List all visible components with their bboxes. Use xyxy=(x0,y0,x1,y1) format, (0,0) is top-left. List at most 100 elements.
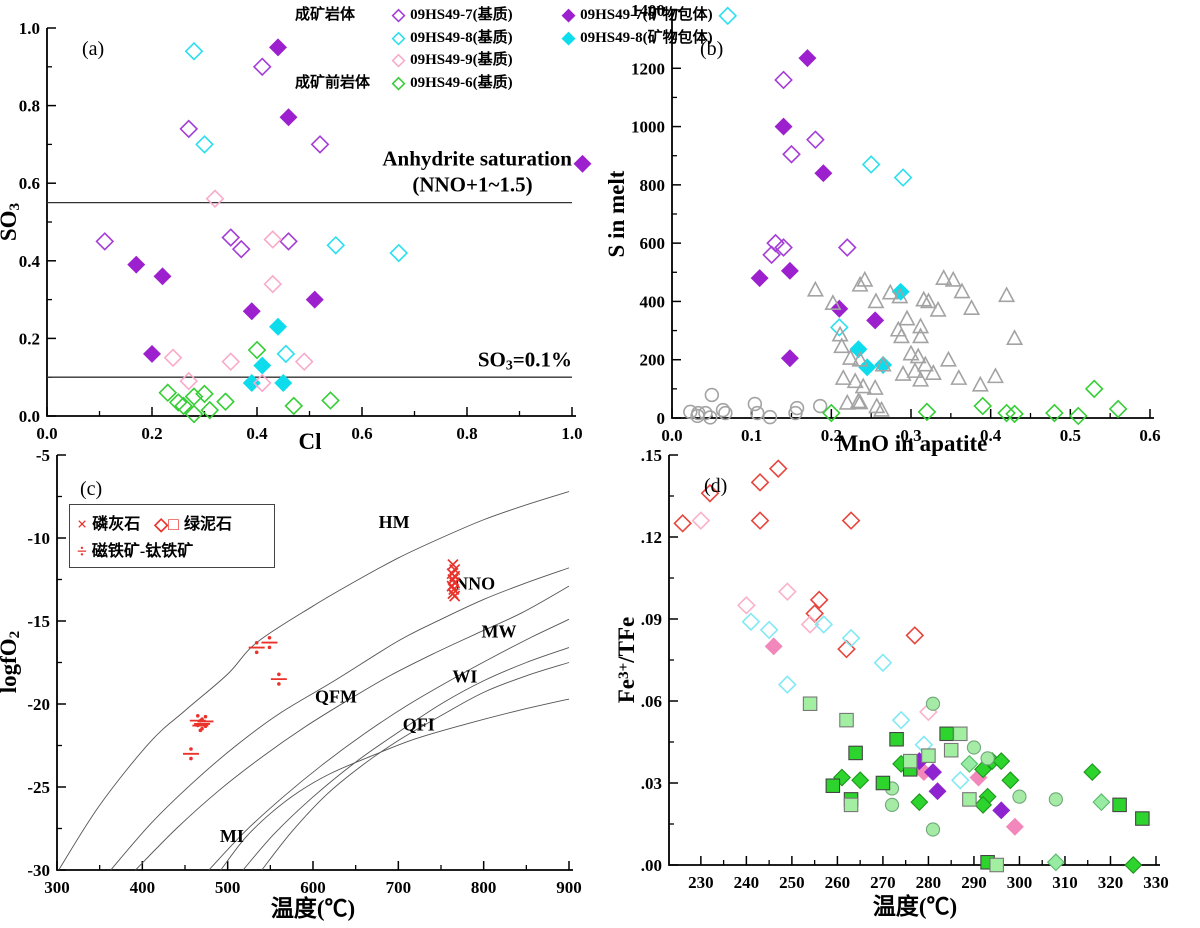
data-point xyxy=(279,108,298,127)
data-point xyxy=(902,753,918,769)
series-09HS49-7(基质) xyxy=(762,70,857,265)
data-point xyxy=(891,710,911,730)
y-tick-label: 200 xyxy=(640,351,666,370)
data-point xyxy=(163,348,183,368)
axis-or-annotation-text: S in melt xyxy=(604,170,629,257)
data-point xyxy=(305,290,324,309)
data-point xyxy=(774,117,793,136)
data-point xyxy=(874,355,893,374)
x-tick-label: 300 xyxy=(1007,873,1033,892)
x-tick-label: 0.4 xyxy=(246,424,268,443)
curve-label-HM: HM xyxy=(379,512,410,532)
data-point xyxy=(683,404,698,420)
buffer-curve-HM xyxy=(58,491,570,871)
x-tick-label: 330 xyxy=(1143,873,1169,892)
data-point xyxy=(715,402,731,418)
data-point xyxy=(824,294,842,311)
data-point xyxy=(858,358,877,377)
x-tick-label: 240 xyxy=(734,873,760,892)
x-tick-label: 320 xyxy=(1098,873,1124,892)
x-tick-label: 1.0 xyxy=(561,424,582,443)
data-point xyxy=(851,350,869,367)
axis-or-annotation-text: SO3 xyxy=(0,202,23,241)
x-tick-label: 0.3 xyxy=(900,426,921,445)
data-point xyxy=(915,290,933,307)
legend-item-label: 绿泥石 xyxy=(184,516,233,533)
buffer-curve-MI xyxy=(220,698,570,871)
data-point xyxy=(892,327,910,344)
y-tick-label: .00 xyxy=(641,856,662,875)
buffer-curve-QFM xyxy=(135,585,570,871)
data-point xyxy=(917,402,937,422)
legend-item: ◇ 09HS49-9(基质) xyxy=(392,48,562,71)
data-point xyxy=(910,793,929,812)
curve-label-WI: WI xyxy=(452,666,477,686)
data-point xyxy=(1045,403,1064,423)
legend-group-label: 成矿岩体 xyxy=(295,7,356,23)
y-tick-label: 1200 xyxy=(631,59,665,78)
diamond-square-icons: ◇□ xyxy=(154,514,179,534)
data-point xyxy=(966,740,982,755)
data-point xyxy=(248,640,265,655)
data-point xyxy=(902,344,920,361)
series-磁铁矿-钛铁矿 xyxy=(182,635,287,761)
data-point xyxy=(673,514,692,533)
data-point xyxy=(449,590,461,602)
data-point xyxy=(928,782,947,801)
data-point xyxy=(200,400,220,420)
legend-item: ◆ 09HS49-7(矿物包体) xyxy=(562,3,713,26)
series-09HS49-7(基质) xyxy=(95,57,330,259)
x-tick-label: 0.0 xyxy=(36,424,57,443)
curve-label-NNO: NNO xyxy=(455,573,495,593)
x-tick-label: 280 xyxy=(916,873,942,892)
data-point xyxy=(974,795,993,814)
series-09HS49-8(基质) xyxy=(184,41,409,364)
y-tick-label: 800 xyxy=(640,176,666,195)
data-point xyxy=(195,384,214,404)
panel-b: 0.0 0.1 0.2 0.3 0.4 0.5 0.6 0 200 400 600 800 1000 12… xyxy=(604,1,1161,456)
data-point xyxy=(703,410,718,425)
data-point xyxy=(833,337,851,354)
data-point xyxy=(973,396,993,416)
data-point xyxy=(867,292,885,309)
legend-item: ◇ 09HS49-6(基质) xyxy=(392,71,562,94)
data-point xyxy=(764,637,783,656)
data-point xyxy=(750,473,770,492)
x-tick-label: 270 xyxy=(870,873,896,892)
data-point xyxy=(269,38,287,57)
series-apatite-host-circles xyxy=(683,387,828,425)
series-chlorite-light-green-square xyxy=(802,696,1004,873)
data-point xyxy=(261,635,278,650)
x-tick-label: 230 xyxy=(688,873,714,892)
x-tick-label: 260 xyxy=(825,873,851,892)
curve-label-MI: MI xyxy=(220,826,244,846)
data-point xyxy=(252,57,272,77)
axis-or-annotation-text: logfO2 xyxy=(0,631,23,694)
axis-or-annotation-text: 温度(℃) xyxy=(873,893,957,919)
data-point xyxy=(912,370,930,387)
buffer-curve-QFI xyxy=(261,662,570,871)
data-point xyxy=(848,745,863,761)
data-point xyxy=(179,119,199,139)
diamond-open-icon: ◇ xyxy=(392,27,406,47)
data-point xyxy=(691,511,711,530)
data-point xyxy=(184,404,204,424)
legend-item-label: 磁铁矿-钛铁矿 xyxy=(91,543,194,560)
data-point xyxy=(700,483,720,503)
y-tick-label: -25 xyxy=(27,778,50,797)
data-point xyxy=(841,511,861,530)
data-point xyxy=(912,317,930,334)
data-point xyxy=(812,398,828,414)
legend-item-label: 09HS49-9(基质) xyxy=(410,52,513,68)
data-point xyxy=(389,243,409,263)
data-point xyxy=(898,309,916,326)
cross-icon: × xyxy=(77,514,88,534)
y-tick-label: 0.6 xyxy=(19,174,40,193)
data-point xyxy=(909,347,927,364)
data-point xyxy=(822,403,841,423)
data-point xyxy=(861,155,881,174)
panel-letter-c: (c) xyxy=(80,478,102,500)
data-point xyxy=(925,822,941,837)
data-point xyxy=(1083,763,1102,782)
data-point xyxy=(953,726,968,742)
